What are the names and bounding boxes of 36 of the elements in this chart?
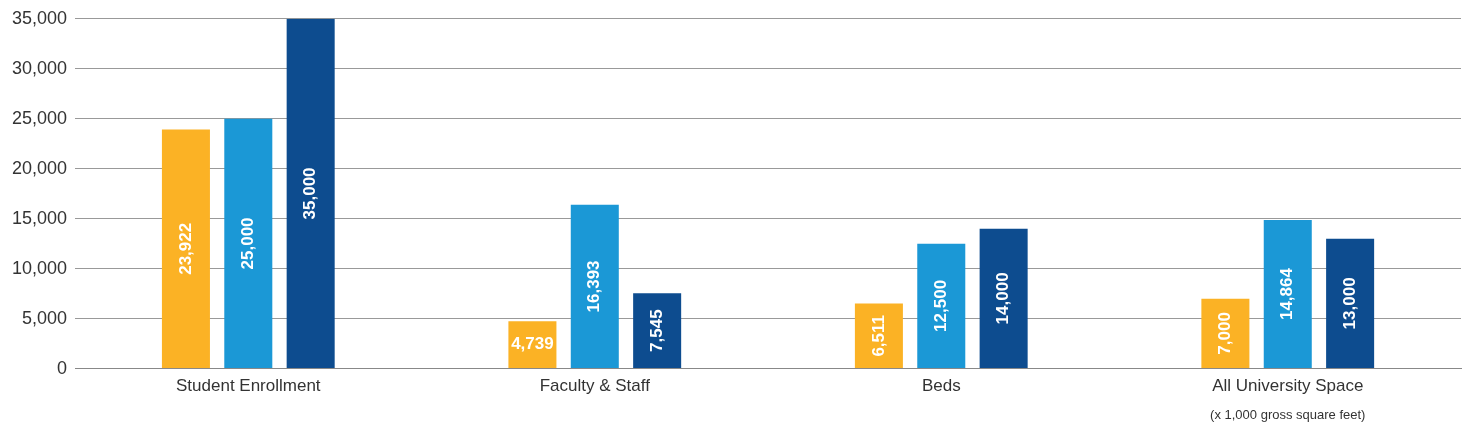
x-tick-label: Student Enrollment: [176, 376, 321, 396]
data-label: 13,000: [1339, 277, 1359, 330]
y-tick-label: 30,000: [11, 57, 68, 78]
data-label: 6,511: [868, 315, 888, 357]
text: (x 1,000 gross square feet): [1210, 407, 1366, 423]
data-label: 16,393: [584, 260, 604, 313]
bar: [917, 243, 966, 369]
bar: [633, 293, 682, 369]
y-tick-label: 15,000: [11, 207, 68, 228]
bar: [1263, 220, 1312, 369]
y-tick-label: 20,000: [11, 157, 68, 178]
bar: [1201, 298, 1250, 369]
bar: [224, 118, 273, 369]
bar: [161, 129, 210, 369]
bar: [1326, 238, 1375, 369]
data-label: 14,864: [1277, 267, 1297, 321]
data-label: 25,000: [237, 217, 257, 270]
data-label: 23,922: [175, 222, 195, 275]
y-tick-label: 5,000: [22, 307, 68, 328]
data-label: 35,000: [300, 167, 320, 220]
data-label: 7,000: [1215, 312, 1235, 355]
bar: [979, 228, 1028, 369]
data-label: 14,000: [993, 272, 1013, 325]
data-label: 7,545: [646, 309, 666, 352]
y-tick-label: 10,000: [11, 257, 68, 278]
data-label: 12,500: [930, 279, 950, 332]
bar: [854, 303, 903, 369]
y-tick-label: 0: [57, 357, 68, 378]
x-tick-label: Faculty & Staff: [539, 376, 651, 396]
bar: [570, 204, 619, 369]
y-tick-label: 35,000: [11, 7, 68, 28]
bar: [286, 18, 335, 369]
x-tick-label: All University Space: [1212, 376, 1364, 396]
y-tick-label: 25,000: [11, 107, 68, 128]
x-tick-label: Beds: [921, 376, 961, 396]
data-label: 4,739: [511, 334, 554, 354]
